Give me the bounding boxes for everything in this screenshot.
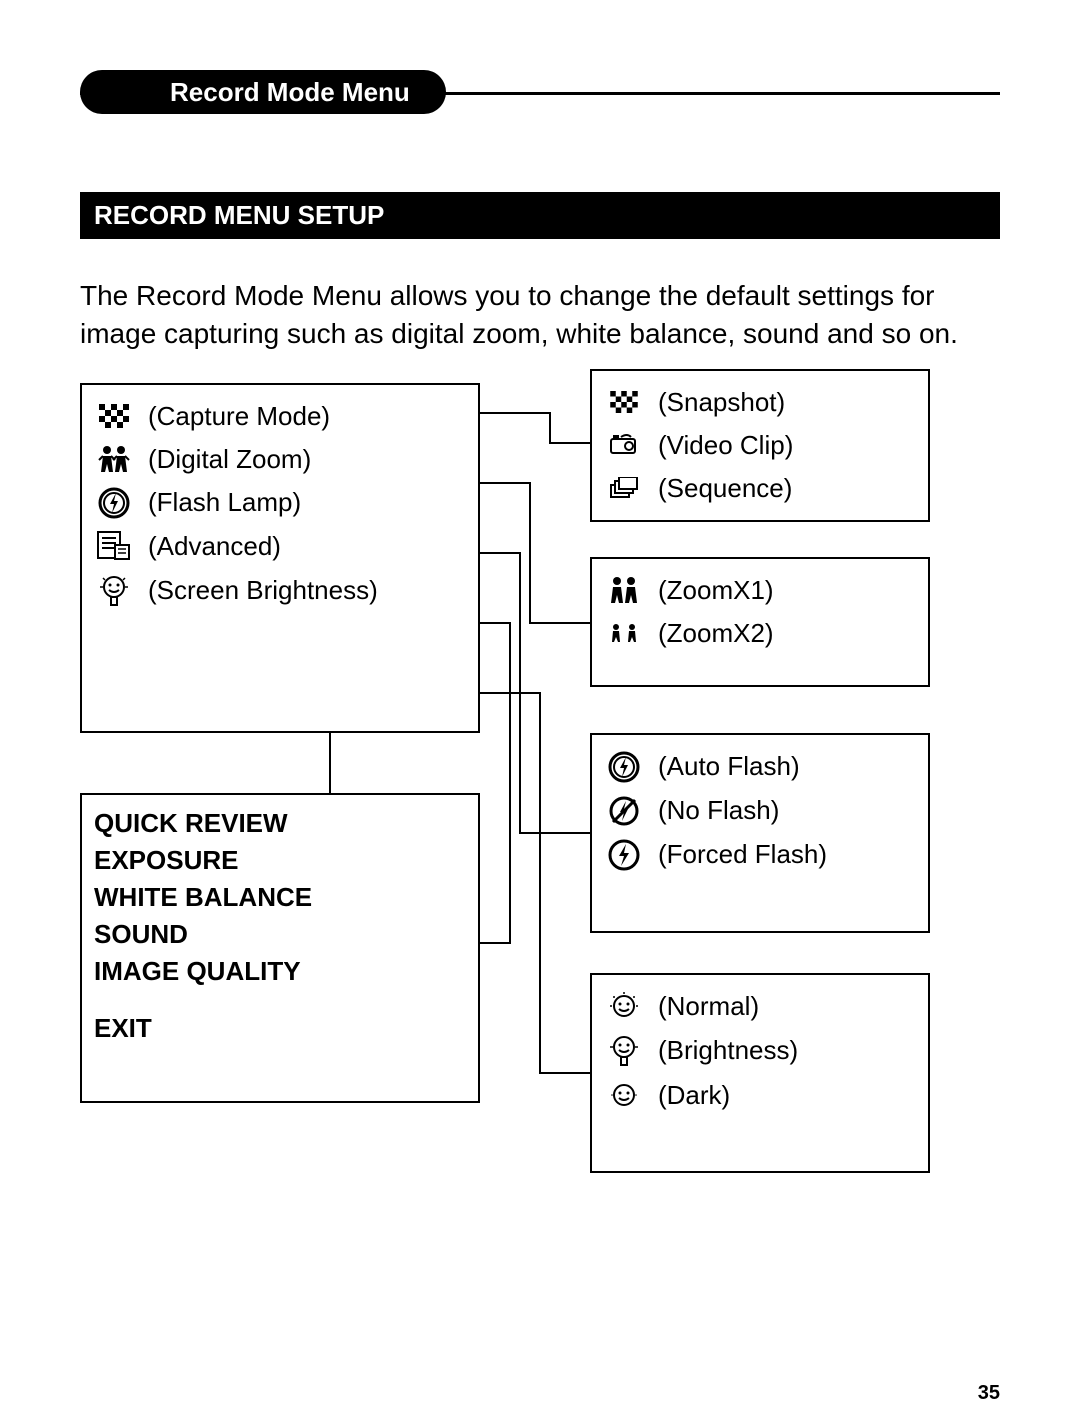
submenu-item: (Normal) [604, 985, 916, 1028]
zoom-submenu: (ZoomX1) (ZoomX2) [590, 557, 930, 687]
face-dots-icon [604, 991, 644, 1021]
submenu-label: (Snapshot) [658, 387, 785, 418]
submenu-label: (Auto Flash) [658, 751, 800, 782]
flash-submenu: (Auto Flash) (No Flash) (Forced Flash) [590, 733, 930, 933]
submenu-label: (Brightness) [658, 1035, 798, 1066]
capture-submenu: (Snapshot) (Video Clip) (Sequence) [590, 369, 930, 522]
submenu-label: (Normal) [658, 991, 759, 1022]
header-row: Record Mode Menu [80, 70, 1000, 122]
menu-item-capture: (Capture Mode) [94, 395, 466, 438]
menu-item-label: (Screen Brightness) [148, 575, 378, 606]
section-title: RECORD MENU SETUP [94, 200, 384, 230]
people-icon [604, 575, 644, 605]
submenu-item: (Snapshot) [604, 381, 916, 424]
menu-item-label: (Digital Zoom) [148, 444, 311, 475]
flash-auto-icon [94, 487, 134, 519]
submenu-item: (Video Clip) [604, 424, 916, 467]
flash-on-icon [604, 839, 644, 871]
advanced-item: WHITE BALANCE [94, 879, 466, 916]
submenu-item: (Sequence) [604, 467, 916, 510]
menu-item-advanced: (Advanced) [94, 525, 466, 568]
menu-item-screen: (Screen Brightness) [94, 568, 466, 614]
submenu-label: (ZoomX1) [658, 575, 774, 606]
advanced-exit: EXIT [94, 1010, 466, 1047]
advanced-box: QUICK REVIEW EXPOSURE WHITE BALANCE SOUN… [80, 793, 480, 1103]
screen-submenu: (Normal) (Brightness) (Dark) [590, 973, 930, 1173]
main-menu-box: (Capture Mode) (Digital Zoom) (Flash Lam… [80, 383, 480, 733]
submenu-label: (No Flash) [658, 795, 779, 826]
face-bulb-icon [604, 1034, 644, 1068]
section-bar: RECORD MENU SETUP [80, 192, 1000, 239]
people-small-icon [604, 622, 644, 644]
advanced-item: QUICK REVIEW [94, 805, 466, 842]
submenu-item: (Dark) [604, 1074, 916, 1117]
flash-off-icon [604, 795, 644, 827]
page-number: 35 [978, 1382, 1000, 1405]
diagram: (Capture Mode) (Digital Zoom) (Flash Lam… [80, 383, 1000, 1203]
face-bulb-icon [94, 574, 134, 608]
submenu-label: (Forced Flash) [658, 839, 827, 870]
submenu-label: (ZoomX2) [658, 618, 774, 649]
flash-auto-icon [604, 751, 644, 783]
face-plain-icon [604, 1080, 644, 1110]
submenu-label: (Dark) [658, 1080, 730, 1111]
advanced-item: IMAGE QUALITY [94, 953, 466, 990]
advanced-item: EXPOSURE [94, 842, 466, 879]
submenu-item: (No Flash) [604, 789, 916, 833]
submenu-item: (ZoomX2) [604, 612, 916, 655]
document-icon [94, 531, 134, 561]
checker-icon [604, 391, 644, 413]
submenu-item: (ZoomX1) [604, 569, 916, 612]
advanced-item: SOUND [94, 916, 466, 953]
camera-icon [604, 433, 644, 457]
menu-item-label: (Advanced) [148, 531, 281, 562]
header-pill: Record Mode Menu [80, 70, 446, 114]
header-title: Record Mode Menu [170, 77, 410, 108]
advanced-list: QUICK REVIEW EXPOSURE WHITE BALANCE SOUN… [94, 805, 466, 1047]
menu-item-zoom: (Digital Zoom) [94, 438, 466, 481]
intro-text: The Record Mode Menu allows you to chang… [80, 277, 1000, 353]
menu-item-label: (Flash Lamp) [148, 487, 301, 518]
stack-icon [604, 477, 644, 499]
menu-item-flash: (Flash Lamp) [94, 481, 466, 525]
submenu-item: (Auto Flash) [604, 745, 916, 789]
submenu-item: (Forced Flash) [604, 833, 916, 877]
people-icon [94, 444, 134, 474]
page: Record Mode Menu RECORD MENU SETUP The R… [0, 0, 1080, 1425]
submenu-label: (Video Clip) [658, 430, 793, 461]
menu-item-label: (Capture Mode) [148, 401, 330, 432]
submenu-item: (Brightness) [604, 1028, 916, 1074]
submenu-label: (Sequence) [658, 473, 792, 504]
checker-icon [94, 404, 134, 428]
